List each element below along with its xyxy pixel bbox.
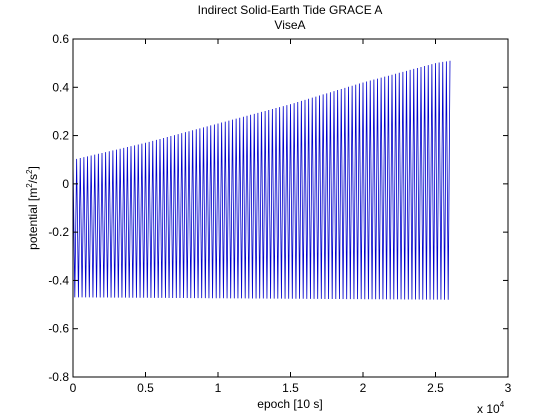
x-tick-label: 1.5 [282,381,299,395]
x-multiplier-exp: 4 [500,400,505,409]
x-multiplier-base: x 10 [477,402,500,416]
y-axis-label-sup1: 2 [25,183,34,188]
x-axis-label: epoch [10 s] [257,397,322,411]
y-tick-label: 0 [62,177,69,191]
x-tick-label: 1 [215,381,222,395]
y-tick-label: -0.2 [48,225,69,239]
x-tick-label: 0 [70,381,77,395]
y-axis-label-end: ] [26,166,40,169]
y-tick-label: 0.6 [52,32,69,46]
axes-box [72,38,509,378]
x-tick-label: 2.5 [427,381,444,395]
y-tick-label: -0.6 [48,322,69,336]
y-tick-label: 0.2 [52,129,69,143]
plot-area [72,60,451,300]
y-axis-label-sup2: 2 [25,169,34,174]
chart-title: Indirect Solid-Earth Tide GRACE A [198,3,383,17]
x-tick-label: 2 [360,381,367,395]
chart-subtitle: ViseA [274,18,305,32]
y-axis-ticks: -0.8 -0.6 -0.4 -0.2 0 0.2 0.4 0.6 [48,32,508,384]
x-tick-label: 3 [505,381,512,395]
y-axis-label-main: potential [m [26,188,40,250]
y-axis-label: potential [m2/s2] [25,166,40,250]
series-line-0 [72,60,451,300]
x-multiplier: x 104 [477,400,505,416]
y-axis-label-mid: /s [26,174,40,183]
y-tick-label: -0.4 [48,273,69,287]
y-tick-label: 0.4 [52,80,69,94]
x-tick-label: 0.5 [137,381,154,395]
y-tick-label: -0.8 [48,370,69,384]
x-axis-ticks: 0 0.5 1 1.5 2 2.5 3 [70,39,512,395]
